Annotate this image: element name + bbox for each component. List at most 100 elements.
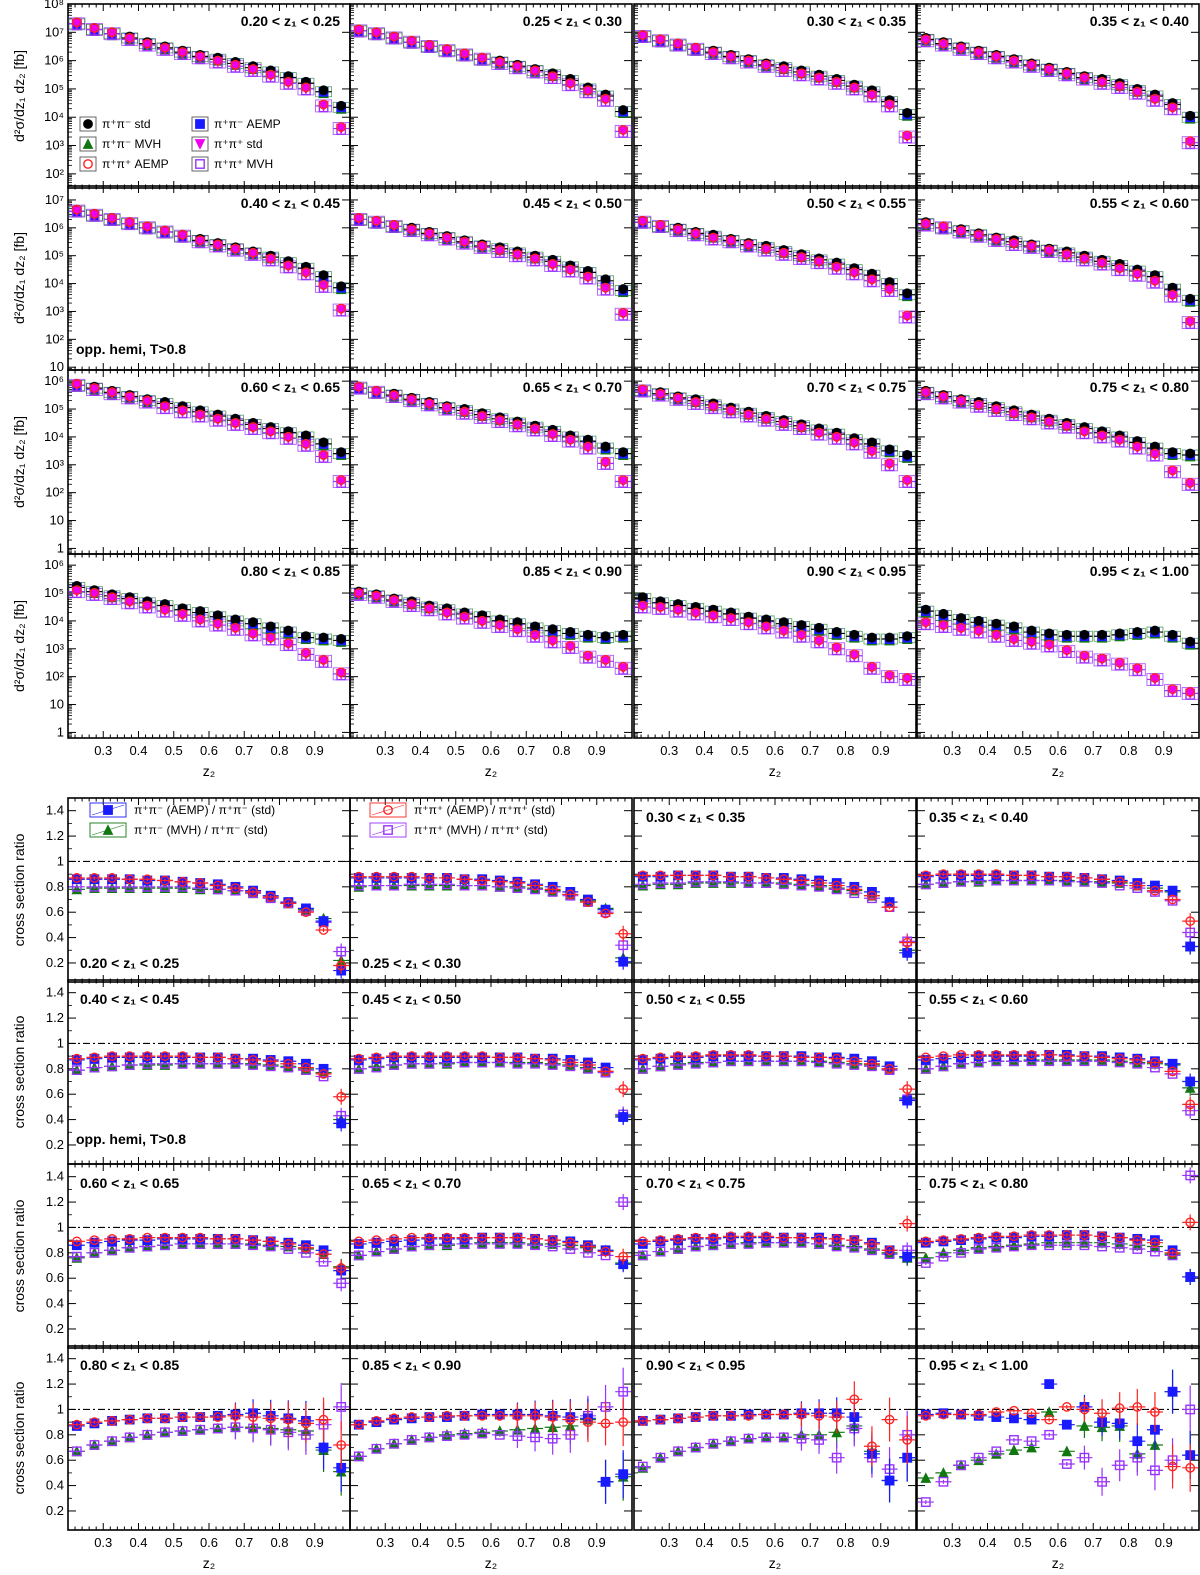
legend-label: π⁺π⁻ AEMP [214,117,281,131]
marker-pm-std [337,635,345,643]
marker-pm-std [1168,448,1176,456]
bin-label: 0.70 < z₁ < 0.75 [807,379,906,395]
x-axis-title: z₂ [203,763,215,779]
marker-pm-std [1168,631,1176,639]
marker-pm-std [619,106,627,114]
bin-label: 0.20 < z₁ < 0.25 [241,13,340,29]
xsec-panel-6: 0.45 < z₁ < 0.50 [350,195,632,370]
x-tick-label: 0.9 [306,743,324,758]
marker-pm-std [957,614,965,622]
marker-pm-std [601,275,609,283]
bin-label: 0.45 < z₁ < 0.50 [523,195,622,211]
marker-pm-std [196,607,204,615]
marker-pm-std [639,593,647,601]
marker-pm-std [319,271,327,279]
marker-pm-std [885,633,893,641]
y-tick-label: 10³ [45,303,64,318]
marker-pm-std [319,86,327,94]
marker-pm-std [601,632,609,640]
y-tick-label: 10 [50,513,64,528]
bin-label: 0.65 < z₁ < 0.70 [523,379,622,395]
y-tick-label: 1 [57,540,64,555]
marker-pm-std [1063,631,1071,639]
marker-pm-std [337,448,345,456]
marker-pm-std [1027,626,1035,634]
y-tick-label: 10⁴ [44,109,64,124]
marker-pm-std [601,442,609,450]
marker-pm-std [337,102,345,110]
xsec-panel-12: 0.75 < z₁ < 0.80 [917,379,1199,553]
y-tick-label: 10⁵ [44,401,64,416]
marker-pm-std [319,438,327,446]
marker-pm-std [815,624,823,632]
x-tick-label: 0.5 [1014,743,1032,758]
y-tick-label: 10³ [45,641,64,656]
panel-frame-14 [350,554,632,738]
panel-frame-15 [634,554,916,738]
bin-label: 0.40 < z₁ < 0.45 [241,195,340,211]
marker-pm-std [284,626,292,634]
y-tick-label: 10² [45,669,64,684]
legend-marker [84,140,92,148]
y-tick-label: 10² [45,485,64,500]
y-tick-label: 10⁶ [44,373,64,388]
marker-pm-std [903,289,911,297]
marker-pm-std [1115,629,1123,637]
marker-pm-std [1151,626,1159,634]
marker-pm-std [1133,628,1141,636]
y-tick-label: 10⁵ [44,585,64,600]
y-tick-label: 10² [45,331,64,346]
x-tick-label: 0.7 [1084,743,1102,758]
y-tick-label: 10⁸ [44,0,64,11]
xsec-panel-11: 0.70 < z₁ < 0.75 [634,379,916,553]
marker-pm-std [832,628,840,636]
bin-label: 0.50 < z₁ < 0.55 [807,195,906,211]
bin-label: 0.35 < z₁ < 0.40 [1090,13,1189,29]
panel-frame-13 [68,554,350,738]
marker-pm-std [885,445,893,453]
x-axis-title: z₂ [485,763,497,779]
y-tick-label: 10⁷ [45,24,64,39]
x-tick-label: 0.8 [836,743,854,758]
bin-label: 0.30 < z₁ < 0.35 [807,13,906,29]
xsec-panel-2: 0.25 < z₁ < 0.30 [350,4,632,185]
x-axis-title: z₂ [1052,763,1064,779]
x-tick-label: 0.8 [270,743,288,758]
y-tick-label: 10⁷ [45,192,64,207]
x-tick-label: 0.4 [129,743,147,758]
x-tick-label: 0.9 [872,743,890,758]
x-tick-label: 0.5 [731,743,749,758]
xsec-panel-4: 0.35 < z₁ < 0.40 [917,4,1199,185]
y-tick-label: 10⁵ [44,81,64,96]
y-axis-title-top: d²σ/dz₁ dz₂ [fb] [11,50,27,142]
marker-pm-std [619,285,627,293]
x-tick-label: 0.8 [552,743,570,758]
marker-pm-std [1045,629,1053,637]
marker-pm-std [619,631,627,639]
y-tick-label: 10⁴ [44,429,64,444]
bin-label: 0.25 < z₁ < 0.30 [523,13,622,29]
marker-pm-std [1080,631,1088,639]
y-tick-label: 10⁶ [44,557,64,572]
x-tick-label: 0.3 [660,743,678,758]
x-tick-label: 0.3 [943,743,961,758]
legend-label: π⁺π⁺ MVH [214,157,273,171]
bin-label: 0.90 < z₁ < 0.95 [807,563,906,579]
marker-pm-std [214,611,222,619]
marker-pm-std [302,431,310,439]
x-tick-label: 0.6 [482,743,500,758]
x-tick-label: 0.9 [1155,743,1173,758]
marker-pm-std [1098,631,1106,639]
x-axis-title: z₂ [769,763,781,779]
bin-label: 0.60 < z₁ < 0.65 [241,379,340,395]
marker-pm-std [337,282,345,290]
annotation-top: opp. hemi, T>0.8 [76,341,186,357]
marker-pm-std [619,448,627,456]
legend-marker [84,160,92,168]
